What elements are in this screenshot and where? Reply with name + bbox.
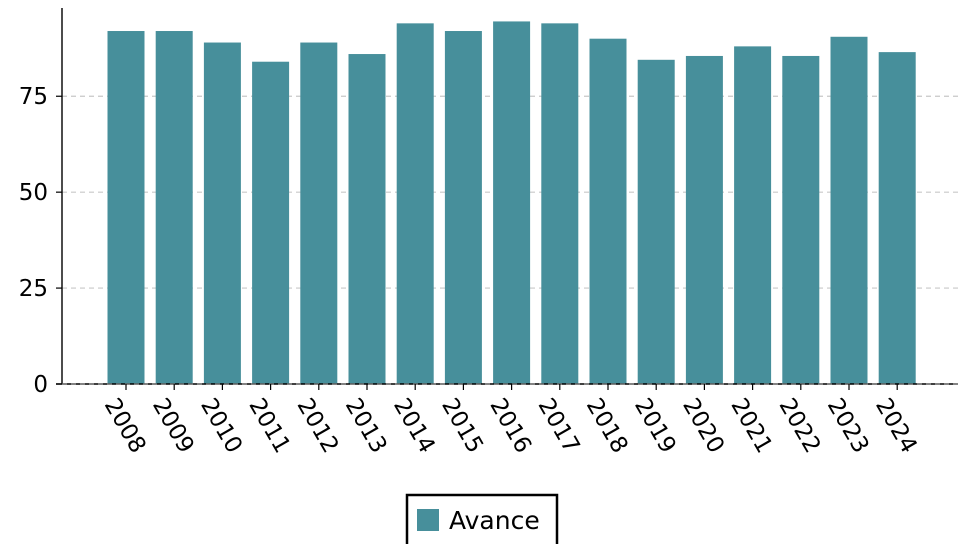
- bar: [444, 31, 482, 384]
- bar: [396, 23, 434, 385]
- bar: [830, 36, 868, 384]
- bar: [734, 46, 772, 385]
- x-tick-label: 2019: [629, 394, 681, 458]
- bar: [252, 61, 290, 384]
- bar: [878, 52, 916, 385]
- bar: [348, 54, 386, 384]
- x-tick-label: 2023: [822, 394, 874, 458]
- y-tick-label: 50: [19, 180, 48, 206]
- x-tick-label: 2017: [533, 394, 585, 458]
- bar: [685, 55, 723, 385]
- x-tick-label: 2020: [677, 394, 729, 458]
- bar: [203, 42, 241, 385]
- x-tick-label: 2010: [195, 394, 247, 458]
- bar: [541, 23, 579, 385]
- bar: [107, 31, 145, 384]
- x-tick-label: 2016: [484, 394, 536, 458]
- x-axis-ticks: 2008200920102011201220132014201520162017…: [99, 384, 922, 458]
- bar: [493, 21, 531, 385]
- x-tick-label: 2011: [243, 394, 295, 458]
- y-tick-label: 0: [33, 372, 48, 398]
- x-tick-label: 2015: [436, 394, 488, 458]
- x-tick-label: 2014: [388, 394, 440, 458]
- bar: [155, 31, 193, 384]
- x-tick-label: 2021: [725, 394, 777, 458]
- bars-group: [107, 21, 916, 385]
- y-tick-label: 25: [19, 276, 48, 302]
- x-tick-label: 2013: [340, 394, 392, 458]
- bar: [637, 59, 675, 384]
- axes: [56, 8, 958, 385]
- legend: Avance: [405, 493, 559, 544]
- bar: [589, 38, 627, 384]
- x-tick-label: 2008: [99, 394, 151, 458]
- x-tick-label: 2024: [870, 394, 922, 458]
- x-tick-label: 2009: [147, 394, 199, 458]
- legend-swatch: [417, 509, 439, 531]
- x-tick-label: 2018: [581, 394, 633, 458]
- x-tick-label: 2012: [292, 394, 344, 458]
- bar: [300, 42, 338, 385]
- bar: [782, 55, 820, 385]
- legend-label: Avance: [449, 506, 540, 535]
- y-tick-label: 75: [19, 84, 48, 110]
- y-axis-ticks: 0 25 50 75: [19, 84, 62, 398]
- x-tick-label: 2022: [774, 394, 826, 458]
